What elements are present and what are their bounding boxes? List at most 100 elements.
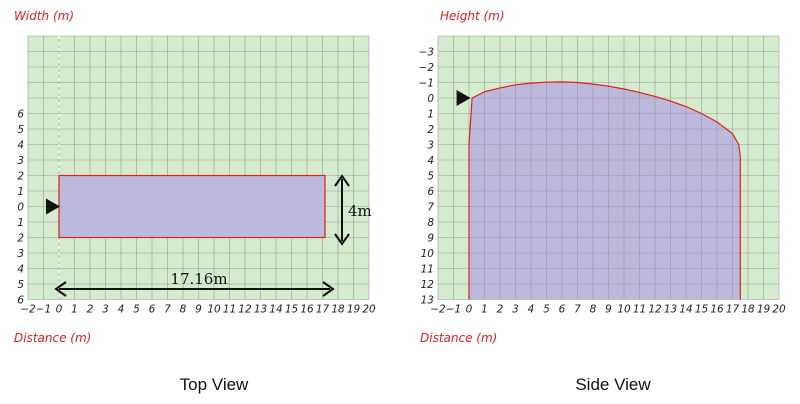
x-tick-label: 12 xyxy=(238,304,252,316)
y-tick-label: 1 xyxy=(17,186,24,198)
x-tick-label: 1 xyxy=(71,304,78,316)
y-tick-label: 5 xyxy=(17,279,24,291)
y-tick-label: 13 xyxy=(421,295,434,307)
y-tick-label: −3 xyxy=(419,47,434,59)
y-tick-label: 5 xyxy=(427,171,434,183)
top-view: Width (m) −2 −1 0 1 2 3 4 5 6 7 8 9 10 11 12 13 14 15 16 17… xyxy=(14,9,376,394)
y-tick-label: 3 xyxy=(17,155,24,167)
x-tick-label: 2 xyxy=(87,304,94,316)
x-tick-label: 6 xyxy=(149,304,156,316)
y-tick-label: 6 xyxy=(17,295,24,307)
x-tick-label: 15 xyxy=(285,304,299,316)
x-tick-label: 4 xyxy=(118,304,125,316)
length-dimension: 17.16m xyxy=(54,270,335,297)
x-tick-label: 5 xyxy=(543,304,550,316)
side-view-grid xyxy=(437,35,780,300)
x-tick-label: 11 xyxy=(633,304,646,316)
x-tick-label: −1 xyxy=(446,304,461,316)
arrow-right-icon xyxy=(322,281,335,297)
x-tick-label: 3 xyxy=(102,304,109,316)
y-tick-label: 11 xyxy=(421,264,434,276)
x-tick-label: 7 xyxy=(574,304,581,316)
x-tick-label: 19 xyxy=(347,304,361,316)
arrow-down-icon xyxy=(334,233,350,246)
y-tick-label: 2 xyxy=(17,171,24,183)
y-tick-label: −1 xyxy=(419,78,434,90)
x-tick-label: −1 xyxy=(36,304,51,316)
x-tick-label: 16 xyxy=(710,304,724,316)
top-view-x-ticks: −2 −1 0 1 2 3 4 5 6 7 8 9 10 11 12 13 14 15 16 17 18 19 20 xyxy=(20,304,376,316)
y-tick-label: 4 xyxy=(427,155,434,167)
y-tick-label: 1 xyxy=(427,109,434,121)
y-tick-label: 8 xyxy=(427,217,434,229)
x-tick-label: 12 xyxy=(648,304,662,316)
width-dimension: 4m xyxy=(334,174,372,246)
x-tick-label: −2 xyxy=(20,304,36,316)
x-tick-label: 19 xyxy=(757,304,771,316)
x-tick-label: 17 xyxy=(726,304,740,316)
x-tick-label: 2 xyxy=(497,304,504,316)
x-tick-label: 17 xyxy=(316,304,330,316)
y-tick-label: 5 xyxy=(17,124,24,136)
x-tick-label: 5 xyxy=(133,304,140,316)
x-tick-label: 4 xyxy=(528,304,535,316)
width-label: 4m xyxy=(348,202,372,220)
vehicle-side-outline xyxy=(468,81,741,300)
y-tick-label: 4 xyxy=(17,264,24,276)
x-tick-label: 0 xyxy=(466,304,473,316)
x-tick-label: 11 xyxy=(223,304,236,316)
x-tick-label: 13 xyxy=(664,304,677,316)
x-tick-label: 10 xyxy=(207,304,221,316)
y-tick-label: 7 xyxy=(427,202,434,214)
origin-arrow-icon xyxy=(46,198,60,215)
y-tick-label: 0 xyxy=(17,202,24,214)
x-tick-label: 20 xyxy=(772,304,786,316)
x-tick-label: 8 xyxy=(180,304,187,316)
x-tick-label: 8 xyxy=(590,304,597,316)
side-view-x-ticks: −2 −1 0 1 2 3 4 5 6 7 8 9 10 11 12 13 14 15 16 17 18 19 20 xyxy=(430,304,786,316)
y-tick-label: 6 xyxy=(17,109,24,121)
origin-arrow-icon xyxy=(456,90,471,106)
x-tick-label: 3 xyxy=(512,304,519,316)
top-view-caption: Top View xyxy=(180,375,249,394)
side-view-y-axis-title: Height (m) xyxy=(440,9,505,23)
x-tick-label: 6 xyxy=(559,304,566,316)
x-tick-label: 14 xyxy=(679,304,692,316)
x-tick-label: 15 xyxy=(695,304,709,316)
top-view-y-axis-title: Width (m) xyxy=(14,9,74,23)
x-tick-label: 7 xyxy=(164,304,171,316)
x-tick-label: 14 xyxy=(269,304,282,316)
y-tick-label: 10 xyxy=(421,248,435,260)
side-view: Height (m) −2 −1 0 1 2 3 4 5 6 7 8 9 10 11 12 13 14 15 16 1… xyxy=(419,9,786,394)
x-tick-label: −2 xyxy=(430,304,446,316)
x-tick-label: 18 xyxy=(331,304,345,316)
x-tick-label: 1 xyxy=(481,304,488,316)
top-view-y-ticks: 6 5 4 3 2 1 0 1 2 3 4 5 6 xyxy=(17,109,24,307)
x-tick-label: 16 xyxy=(300,304,314,316)
y-tick-label: 4 xyxy=(17,140,24,152)
x-tick-label: 9 xyxy=(195,304,202,316)
x-tick-label: 13 xyxy=(254,304,267,316)
side-view-x-axis-title: Distance (m) xyxy=(420,331,497,345)
y-tick-label: 3 xyxy=(17,248,24,260)
top-view-x-axis-title: Distance (m) xyxy=(14,331,91,345)
arrow-left-icon xyxy=(54,281,67,297)
x-tick-label: 20 xyxy=(362,304,376,316)
y-tick-label: 0 xyxy=(427,93,434,105)
y-tick-label: 1 xyxy=(17,217,24,229)
x-tick-label: 0 xyxy=(56,304,63,316)
side-view-caption: Side View xyxy=(575,375,651,394)
x-tick-label: 9 xyxy=(605,304,612,316)
vehicle-footprint xyxy=(58,174,326,239)
y-tick-label: 6 xyxy=(427,186,434,198)
x-tick-label: 18 xyxy=(741,304,755,316)
length-label: 17.16m xyxy=(170,270,227,288)
y-tick-label: 3 xyxy=(427,140,434,152)
y-tick-label: 12 xyxy=(421,279,435,291)
y-tick-label: −2 xyxy=(419,62,435,74)
y-tick-label: 9 xyxy=(427,233,434,245)
x-tick-label: 10 xyxy=(617,304,631,316)
y-tick-label: 2 xyxy=(17,233,24,245)
